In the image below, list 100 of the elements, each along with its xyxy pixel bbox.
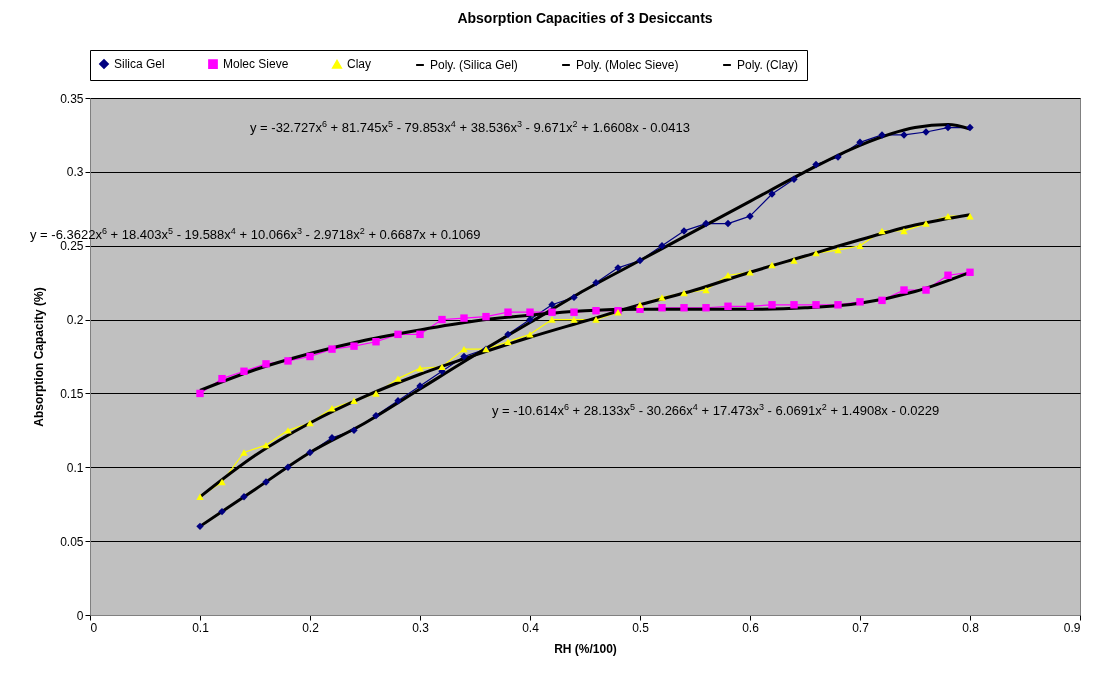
- point: [350, 397, 358, 405]
- point: [548, 308, 556, 316]
- y-tick-label: 0.2: [66, 313, 84, 328]
- point: [768, 301, 776, 309]
- x-tick-label: 0.8: [962, 620, 980, 635]
- x-tick-label: 0.7: [852, 620, 870, 635]
- point: [812, 160, 820, 169]
- point: [372, 411, 380, 420]
- x-tick-label: 0.4: [522, 620, 540, 635]
- point: [240, 449, 248, 456]
- point: [284, 357, 292, 365]
- point: [900, 286, 908, 294]
- point: [372, 338, 380, 346]
- point: [724, 219, 732, 228]
- point: [570, 308, 578, 316]
- point: [306, 448, 314, 457]
- y-tick-label: 0.3: [66, 165, 84, 180]
- point: [922, 286, 930, 294]
- point: [504, 308, 512, 316]
- point: [658, 304, 666, 312]
- point: [372, 390, 380, 397]
- point: [658, 242, 666, 250]
- point: [812, 249, 820, 257]
- text: y = -6.3622x$^{6}$ + 18.403x$^{5}$ - 19.588x$^{4}$ + 10.066x$^{3}$ - 2.9718x$^{2}$ + 0.6687x + 0.1069: [30, 226, 481, 242]
- point: [196, 522, 204, 531]
- x-tick-label: 0: [90, 620, 98, 635]
- point: [570, 293, 578, 302]
- point: [306, 352, 314, 361]
- point: [922, 220, 930, 227]
- y-tick-label: 0: [76, 608, 84, 623]
- legend-label: Poly. (Clay): [737, 58, 799, 72]
- y-tick-label: 0.1: [66, 460, 84, 475]
- point: [746, 269, 754, 276]
- point: [636, 256, 644, 265]
- point: [856, 242, 864, 249]
- legend-label: Clay: [347, 57, 372, 72]
- y-tick-label: 0.15: [60, 386, 84, 401]
- point: [944, 271, 952, 279]
- y-tick-label: 0.25: [60, 239, 84, 254]
- point: [218, 478, 226, 486]
- text: y = -32.727x$^{6}$ + 81.745x$^{5}$ - 79.853x$^{4}$ + 38.536x$^{3}$ - 9.671x$^{2}$ + 1.6608x - 0.0413: [250, 119, 690, 135]
- point: [724, 302, 732, 310]
- point: [878, 296, 886, 305]
- point: [460, 352, 468, 361]
- point: [394, 375, 402, 382]
- point: [240, 367, 248, 375]
- point: [966, 123, 974, 132]
- x-tick-label: 0.3: [412, 620, 430, 635]
- point: [416, 365, 424, 372]
- x-tick-label: 0.1: [192, 620, 210, 635]
- legend-label: Molec Sieve: [223, 57, 289, 72]
- text: y = -10.614x$^{6}$ + 28.133x$^{5}$ - 30.266x$^{4}$ + 17.473x$^{3}$ - 6.0691x$^{2}$ + 1.4908x - 0.0229: [492, 402, 940, 418]
- point: [658, 294, 666, 301]
- point: [702, 304, 710, 312]
- legend-label: Poly. (Silica Gel): [430, 58, 518, 72]
- point: [680, 304, 688, 312]
- point: [284, 427, 292, 434]
- point: [944, 123, 952, 132]
- x-tick-label: 0.5: [632, 620, 650, 635]
- point: [394, 330, 402, 339]
- point: [196, 493, 204, 501]
- point: [570, 316, 578, 323]
- point: [438, 363, 446, 371]
- point: [636, 301, 644, 309]
- point: [460, 314, 468, 322]
- legend-label: Poly. (Molec Sieve): [576, 58, 679, 72]
- y-tick-label: 0.35: [60, 91, 84, 106]
- point: [834, 301, 842, 309]
- x-axis-title: RH (%/100): [554, 641, 617, 656]
- point: [900, 227, 908, 235]
- point: [878, 227, 886, 235]
- x-tick-label: 0.9: [1063, 620, 1081, 635]
- point: [416, 330, 424, 339]
- point: [306, 419, 314, 427]
- point: [526, 331, 534, 338]
- y-tick-label: 0.05: [60, 534, 84, 549]
- x-tick-label: 0.6: [742, 620, 760, 635]
- point: [548, 316, 556, 323]
- point: [592, 278, 600, 287]
- legend-label: Silica Gel: [114, 57, 165, 72]
- point: [526, 315, 534, 324]
- point: [702, 219, 710, 228]
- point: [790, 257, 798, 264]
- point: [328, 345, 336, 353]
- chart-title: Absorption Capacities of 3 Desiccants: [457, 9, 713, 26]
- y-axis-title: Absorption Capacity (%): [32, 287, 47, 427]
- point: [350, 426, 358, 435]
- point: [196, 389, 204, 398]
- point: [482, 312, 490, 321]
- point: [856, 138, 864, 147]
- point: [504, 338, 512, 345]
- point: [438, 315, 446, 324]
- point: [592, 316, 600, 323]
- point: [218, 507, 226, 516]
- point: [746, 302, 754, 310]
- point: [592, 307, 600, 315]
- point: [790, 301, 798, 309]
- point: [218, 374, 226, 383]
- point: [262, 360, 270, 368]
- point: [526, 308, 534, 316]
